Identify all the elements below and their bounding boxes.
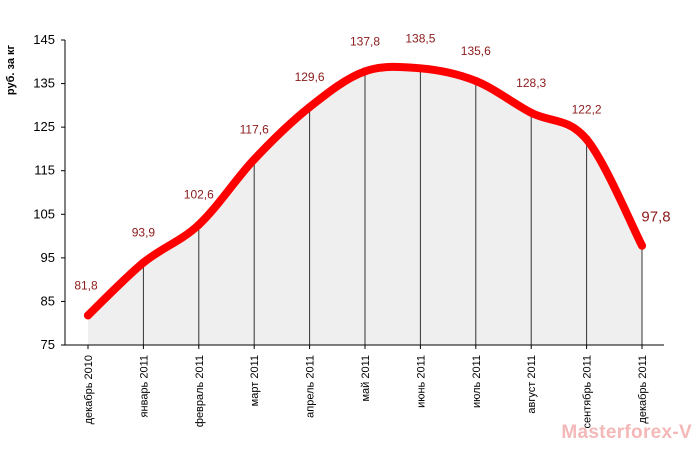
data-label: 135,6 [461, 44, 491, 58]
y-axis-label: руб. за кг [5, 44, 17, 95]
x-axis-ticks: декабрь 2010 январь 2011 февраль 2011 март … [83, 345, 649, 429]
data-point [250, 155, 259, 164]
y-tick-label: 85 [41, 293, 55, 308]
data-label: 137,8 [350, 34, 380, 48]
y-axis-ticks: 75 85 95 105 115 125 135 145 [33, 32, 65, 352]
y-tick-label: 95 [41, 250, 55, 265]
data-point [84, 311, 92, 320]
data-point [305, 103, 314, 112]
data-label: 81,8 [74, 278, 98, 292]
data-labels: 81,8 93,9 102,6 117,6 129,6 137,8 138,5 135,6 12… [74, 31, 670, 292]
x-tick-label: июнь 2011 [415, 355, 427, 408]
x-tick-label: сентябрь 2011 [582, 355, 594, 429]
data-label: 93,9 [132, 226, 156, 240]
data-label: 138,5 [405, 31, 435, 45]
data-point [471, 76, 480, 85]
x-tick-label: декабрь 2011 [637, 355, 649, 424]
y-tick-label: 145 [33, 32, 55, 47]
y-tick-label: 105 [33, 206, 55, 221]
y-tick-label: 75 [41, 337, 55, 352]
data-point [582, 135, 591, 144]
data-point [361, 67, 369, 76]
data-label: 129,6 [295, 70, 325, 84]
x-tick-label: март 2011 [249, 355, 261, 406]
x-tick-label: май 2011 [360, 355, 372, 402]
data-label: 102,6 [184, 188, 214, 202]
data-point [139, 258, 148, 267]
x-tick-label: февраль 2011 [194, 355, 206, 427]
x-tick-label: декабрь 2010 [83, 355, 95, 424]
data-label: 97,8 [641, 209, 670, 226]
data-label: 128,3 [516, 76, 546, 90]
data-label: 122,2 [572, 102, 602, 116]
data-point [194, 220, 203, 229]
x-tick-label: январь 2011 [138, 355, 150, 417]
y-tick-label: 125 [33, 119, 55, 134]
data-point [416, 64, 425, 73]
y-tick-label: 135 [33, 76, 55, 91]
data-label: 117,6 [240, 122, 269, 136]
data-point [527, 108, 536, 117]
y-tick-label: 115 [34, 163, 55, 178]
x-tick-label: июль 2011 [471, 355, 483, 408]
watermark: Masterforex-V [561, 422, 692, 443]
series-line-layer [84, 62, 646, 320]
data-point [638, 241, 646, 250]
x-tick-label: август 2011 [526, 355, 538, 414]
x-tick-label: апрель 2011 [305, 355, 317, 418]
month-drop-lines [142, 68, 643, 345]
